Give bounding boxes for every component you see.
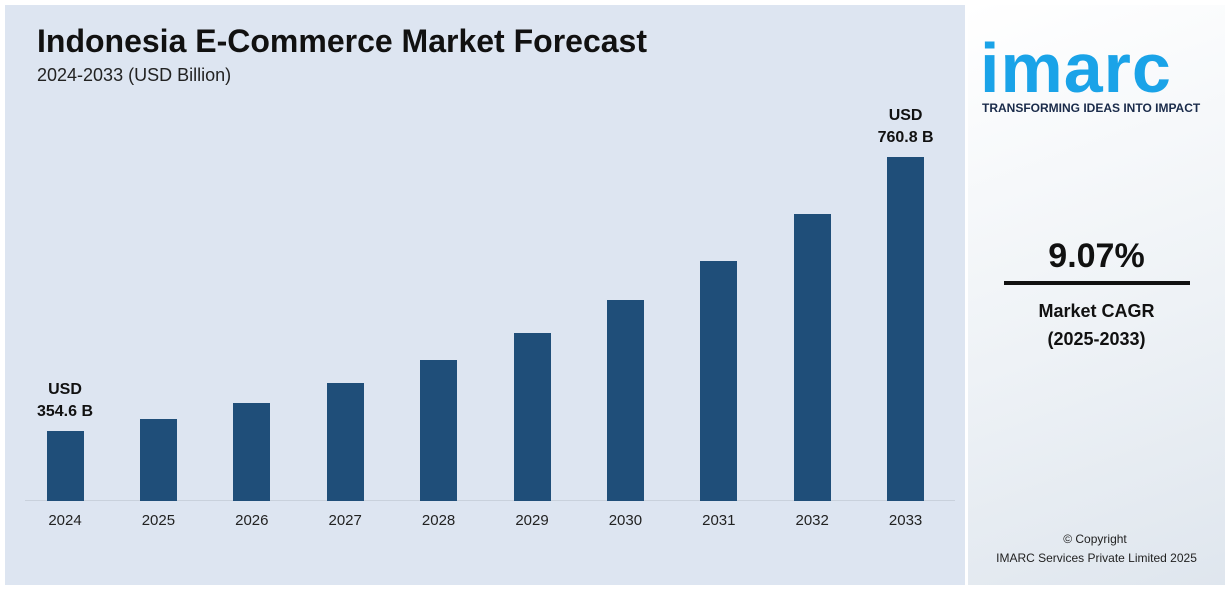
cagr-value: 9.07%: [1048, 237, 1145, 275]
x-tick-label: 2031: [702, 512, 736, 529]
x-tick-label: 2028: [421, 512, 456, 529]
company: IMARC Services Private Limited 2025: [996, 551, 1197, 565]
copyright: © Copyright: [1063, 532, 1127, 546]
bar: [606, 299, 644, 501]
x-tick-label: 2027: [328, 512, 362, 529]
divider: [1004, 281, 1190, 285]
x-tick-label: 2033: [888, 512, 923, 529]
tagline: TRANSFORMING IDEAS INTO IMPACT: [982, 101, 1201, 115]
bar: [887, 157, 925, 501]
baseline: [25, 500, 955, 501]
bar: [139, 418, 177, 501]
x-tick-label: 2024: [48, 512, 82, 529]
x-tick-label: 2030: [608, 512, 643, 529]
x-tick-label: 2029: [515, 512, 549, 529]
value-label: USD 760.8 B: [877, 107, 934, 147]
logo: imarc: [980, 29, 1172, 107]
bar: [700, 260, 738, 501]
cagr-period: (2025-2033): [1047, 329, 1146, 349]
chart-subtitle: 2024-2033 (USD Billion): [37, 65, 232, 85]
bar: [420, 359, 458, 501]
bar: [46, 430, 84, 501]
x-tick-label: 2026: [235, 512, 269, 529]
chart-area: Indonesia E-Commerce Market Forecast 202…: [5, 5, 965, 585]
bar: [326, 382, 364, 501]
x-tick-label: 2025: [141, 512, 176, 529]
bar: [793, 213, 831, 501]
x-tick-label: 2032: [795, 512, 829, 529]
sidebar: imarc TRANSFORMING IDEAS INTO IMPACT 9.0…: [968, 5, 1225, 585]
cagr-label: Market CAGR: [1038, 301, 1155, 321]
chart-title: Indonesia E-Commerce Market Forecast: [37, 23, 647, 59]
value-label: USD 354.6 B: [36, 380, 94, 420]
bar: [513, 332, 551, 501]
bar: [233, 402, 271, 501]
